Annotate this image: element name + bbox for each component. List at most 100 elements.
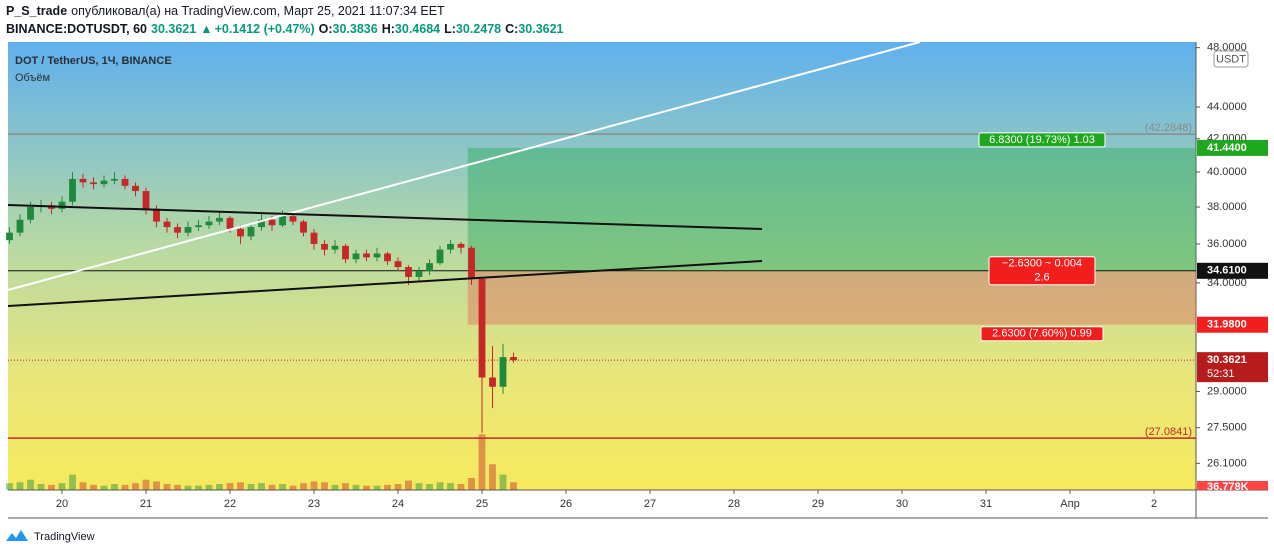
volume-bar xyxy=(415,483,423,490)
volume-bar xyxy=(300,483,307,490)
y-tick-label: 38.0000 xyxy=(1207,201,1247,213)
volume-bar xyxy=(331,484,339,490)
volume-bar xyxy=(478,434,486,490)
volume-bar xyxy=(373,485,381,490)
volume-bar xyxy=(90,484,97,490)
y-tick-label: 26.1000 xyxy=(1207,457,1247,469)
candle-body xyxy=(457,243,465,248)
profit-label: 6.8300 (19.73%) 1.03 xyxy=(989,134,1095,146)
volume-bar xyxy=(6,483,13,490)
volume-bar xyxy=(111,484,118,490)
candle-body xyxy=(247,227,255,237)
candle-body xyxy=(79,178,87,183)
x-tick-label: 25 xyxy=(476,498,488,510)
candle-body xyxy=(289,216,297,222)
trend-line xyxy=(7,41,921,291)
symbol: BINANCE:DOTUSDT, 60 xyxy=(6,22,147,36)
candle-body xyxy=(226,217,234,229)
logo: TradingView xyxy=(6,530,95,543)
trend-line xyxy=(7,204,763,230)
x-tick-label: 22 xyxy=(224,498,236,510)
candle-body xyxy=(268,219,276,226)
price-badge-label: 30.3621 xyxy=(1207,354,1247,366)
volume-bar xyxy=(216,484,223,490)
candle-body xyxy=(342,245,349,260)
candle-body xyxy=(384,253,391,262)
y-tick-label: 34.0000 xyxy=(1207,277,1247,289)
x-tick-label: 20 xyxy=(56,498,68,510)
volume-bar xyxy=(352,484,360,490)
candle-body xyxy=(153,208,160,222)
candle-body xyxy=(216,217,223,222)
center-label: 2.6 xyxy=(1034,272,1049,284)
price-badge xyxy=(1197,139,1268,156)
header-line: P_S_trade опубликовал(а) на TradingView.c… xyxy=(6,4,445,18)
countdown: 52:31 xyxy=(1207,368,1235,380)
volume-bar xyxy=(121,484,129,490)
candle-body xyxy=(279,216,286,226)
candle-body xyxy=(426,263,433,272)
candle-body xyxy=(142,191,150,209)
volume-bar xyxy=(394,484,402,490)
ohlc-key: L: xyxy=(444,22,456,36)
candle-body xyxy=(352,253,360,260)
volume-bar xyxy=(247,484,255,490)
volume-bar xyxy=(100,485,108,490)
center-label: −2.6300 ~ 0.004 xyxy=(1002,258,1082,270)
volume-bar xyxy=(258,483,265,490)
x-tick-label: 24 xyxy=(392,498,404,510)
volume-bar xyxy=(48,484,55,490)
x-tick-label: 21 xyxy=(140,498,152,510)
volume-bar xyxy=(436,482,444,490)
risk-label: 2.6300 (7.60%) 0.99 xyxy=(992,328,1092,340)
volume-bar xyxy=(37,484,45,490)
candle-body xyxy=(121,178,129,186)
ohlc-value: 30.3836 xyxy=(333,22,378,36)
candle-body xyxy=(415,271,423,277)
profit-zone xyxy=(467,147,1196,271)
volume-bar xyxy=(510,482,517,490)
ohlc-key: C: xyxy=(505,22,518,36)
volume-bar xyxy=(205,484,213,490)
candle-body xyxy=(373,253,381,258)
volume-bar xyxy=(289,485,297,490)
ohlc-value: 30.4684 xyxy=(395,22,440,36)
volume-bar xyxy=(457,484,465,490)
x-tick-label: 30 xyxy=(896,498,908,510)
candle-body xyxy=(174,227,181,233)
ohlc-value: 30.3621 xyxy=(518,22,563,36)
x-tick-label: 2 xyxy=(1151,498,1157,510)
price-badge-label: 34.6100 xyxy=(1207,265,1247,277)
marks xyxy=(6,133,1196,490)
level-label: (27.0841) xyxy=(1145,426,1192,438)
volume-bar xyxy=(405,480,412,490)
x-tick-label: 31 xyxy=(980,498,992,510)
volume-bar xyxy=(310,481,318,490)
author: P_S_trade xyxy=(6,4,67,18)
volume-bar xyxy=(16,482,24,490)
candle-body xyxy=(499,357,507,387)
candle-body xyxy=(69,178,76,202)
y-tick-label: 44.0000 xyxy=(1207,101,1247,113)
volume-bar xyxy=(226,483,234,490)
candle-body xyxy=(205,221,213,226)
volume-bar xyxy=(447,483,454,490)
volume-bar xyxy=(363,485,370,490)
volume-badge-label: 36.778K xyxy=(1207,481,1249,493)
currency-badge[interactable] xyxy=(1213,50,1249,68)
candle-body xyxy=(310,232,318,244)
volume-bar xyxy=(342,483,349,490)
volume-bar xyxy=(426,484,433,490)
change: +0.1412 (+0.47%) xyxy=(215,22,315,36)
x-tick-label: 28 xyxy=(728,498,740,510)
level-label: (42.2848) xyxy=(1145,122,1192,134)
volume-bar xyxy=(279,484,286,490)
price-badge xyxy=(1197,352,1268,383)
candle-body xyxy=(90,182,97,185)
x-tick-label: 27 xyxy=(644,498,656,510)
candle-body xyxy=(163,221,171,228)
risk-label-box xyxy=(980,326,1104,342)
candle-body xyxy=(27,207,34,220)
volume-bar xyxy=(174,484,181,490)
symbol-line: BINANCE:DOTUSDT, 60 30.3621 ▲ +0.1412 (+0.4… xyxy=(6,22,564,36)
